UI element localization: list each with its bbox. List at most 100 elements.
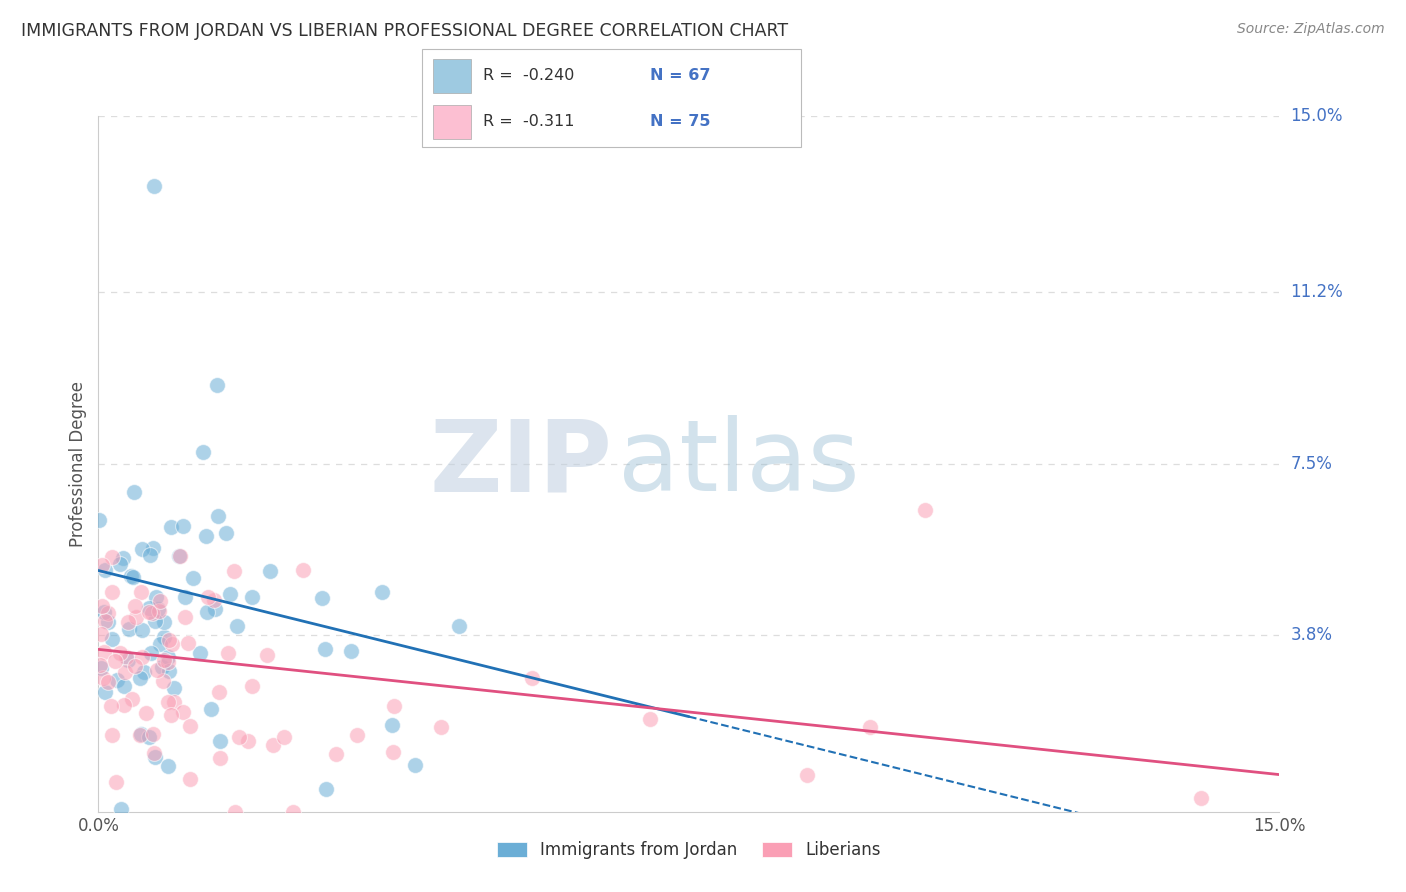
Point <box>90 558 112 573</box>
Point <box>157 664 180 678</box>
Point <box>325 747 347 761</box>
Point <box>240 680 263 694</box>
Point <box>108 557 131 571</box>
Point <box>179 772 201 786</box>
Point <box>97 675 120 690</box>
Bar <box>433 59 471 94</box>
Point <box>314 642 336 657</box>
Point <box>169 549 191 563</box>
Point <box>132 665 155 679</box>
Point <box>148 604 170 618</box>
Point <box>100 698 122 713</box>
Text: R =  -0.240: R = -0.240 <box>482 68 574 83</box>
Text: 15.0%: 15.0% <box>1291 107 1343 125</box>
Point <box>112 698 135 712</box>
Point <box>101 728 124 742</box>
Point <box>104 654 127 668</box>
Point <box>240 590 263 604</box>
Point <box>224 564 246 578</box>
Point <box>1189 790 1212 805</box>
Point <box>93 645 115 659</box>
Point <box>153 615 176 629</box>
Point <box>94 614 117 628</box>
Point <box>311 591 333 605</box>
Point <box>100 584 122 599</box>
Point <box>112 550 135 565</box>
Point <box>150 660 173 674</box>
Point <box>215 525 238 540</box>
Point <box>156 695 179 709</box>
Point <box>914 503 936 517</box>
Text: 3.8%: 3.8% <box>1291 626 1333 644</box>
Point <box>141 607 163 621</box>
Point <box>131 650 153 665</box>
Point <box>157 650 180 665</box>
Point <box>128 671 150 685</box>
Point <box>108 646 131 660</box>
Point <box>131 623 153 637</box>
Point <box>370 584 392 599</box>
Point <box>90 661 112 675</box>
Point <box>145 614 167 628</box>
Point <box>188 646 211 660</box>
Point <box>89 658 111 673</box>
Point <box>153 630 176 644</box>
Point <box>101 549 124 564</box>
Point <box>87 513 110 527</box>
Point <box>131 727 153 741</box>
Point <box>208 685 231 699</box>
Point <box>142 178 165 193</box>
Point <box>135 706 157 720</box>
Point <box>115 650 138 665</box>
Point <box>138 730 160 744</box>
Point <box>149 594 172 608</box>
Point <box>292 563 315 577</box>
Point <box>91 599 114 614</box>
Point <box>404 758 426 772</box>
Point <box>204 601 226 615</box>
Text: 7.5%: 7.5% <box>1291 455 1333 473</box>
Point <box>172 519 194 533</box>
Point <box>183 571 205 585</box>
Point <box>205 378 228 392</box>
Point <box>142 746 165 760</box>
Point <box>114 665 136 680</box>
Point <box>90 627 112 641</box>
Text: 11.2%: 11.2% <box>1291 284 1343 301</box>
Point <box>149 637 172 651</box>
Point <box>117 615 139 629</box>
Point <box>138 601 160 615</box>
Point <box>163 695 186 709</box>
Point <box>259 564 281 578</box>
Point <box>101 632 124 647</box>
Point <box>122 485 145 500</box>
Point <box>97 606 120 620</box>
Point <box>105 673 128 688</box>
Point <box>202 592 225 607</box>
Point <box>129 728 152 742</box>
Point <box>142 541 165 555</box>
Text: N = 67: N = 67 <box>650 68 710 83</box>
Text: IMMIGRANTS FROM JORDAN VS LIBERIAN PROFESSIONAL DEGREE CORRELATION CHART: IMMIGRANTS FROM JORDAN VS LIBERIAN PROFE… <box>21 22 789 40</box>
Text: atlas: atlas <box>619 416 859 512</box>
Point <box>105 775 128 789</box>
Point <box>208 734 231 748</box>
Point <box>217 646 239 660</box>
Point <box>93 605 115 619</box>
Point <box>94 563 117 577</box>
Point <box>194 529 217 543</box>
Point <box>381 717 404 731</box>
Point <box>218 587 240 601</box>
Point <box>191 445 214 459</box>
FancyBboxPatch shape <box>422 49 801 147</box>
Point <box>162 637 184 651</box>
Point <box>124 599 146 613</box>
Point <box>447 619 470 633</box>
Point <box>124 659 146 673</box>
Text: N = 75: N = 75 <box>650 114 710 129</box>
Text: ZIP: ZIP <box>429 416 612 512</box>
Point <box>174 609 197 624</box>
Point <box>94 685 117 699</box>
Point <box>152 674 174 689</box>
Point <box>167 549 190 564</box>
